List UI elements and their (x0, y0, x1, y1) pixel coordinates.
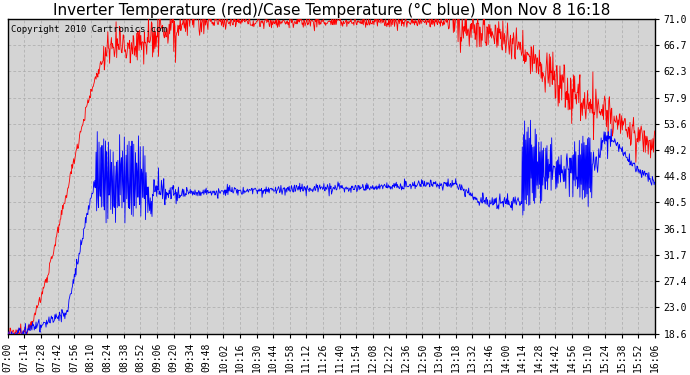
Text: Copyright 2010 Cartronics.com: Copyright 2010 Cartronics.com (11, 25, 167, 34)
Title: Inverter Temperature (red)/Case Temperature (°C blue) Mon Nov 8 16:18: Inverter Temperature (red)/Case Temperat… (52, 3, 610, 18)
